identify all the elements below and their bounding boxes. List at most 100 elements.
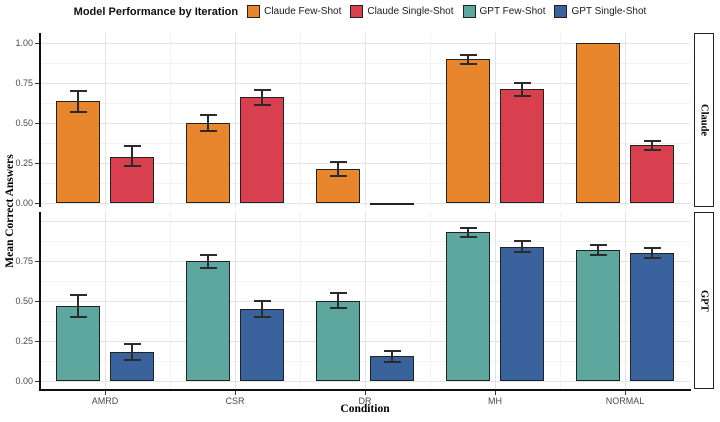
bar-claude-few-shot-normal xyxy=(576,43,620,203)
y-tick-label: 0.25 xyxy=(15,335,33,346)
error-bar-gpt-single-shot-csr-cap-bottom xyxy=(253,316,271,318)
tick-mark xyxy=(35,43,39,44)
error-bar-gpt-single-shot-mh-cap-bottom xyxy=(513,251,531,254)
facet-strip-claude: Claude xyxy=(694,33,714,207)
error-bar-gpt-few-shot-amrd-cap-top xyxy=(69,293,87,296)
error-bar-claude-single-shot-csr-cap-top xyxy=(253,89,271,92)
legend-item-gpt-single-shot: GPT Single-Shot xyxy=(554,5,646,18)
gridline xyxy=(235,33,236,207)
bar-claude-few-shot-csr xyxy=(186,123,230,203)
error-bar-gpt-few-shot-dr xyxy=(337,293,339,309)
legend-item-claude-few-shot: Claude Few-Shot xyxy=(247,5,341,18)
error-bar-claude-single-shot-mh xyxy=(521,83,523,96)
bar-claude-single-shot-mh xyxy=(500,89,544,203)
gridline xyxy=(235,212,236,389)
error-bar-gpt-single-shot-normal xyxy=(651,248,653,258)
bar-gpt-few-shot-mh xyxy=(446,232,490,381)
gridline xyxy=(170,33,171,207)
gridline xyxy=(170,212,171,389)
error-bar-gpt-few-shot-normal xyxy=(597,245,599,255)
bar-gpt-few-shot-normal xyxy=(576,249,620,381)
gridline xyxy=(300,33,301,207)
error-bar-claude-single-shot-mh-cap-top xyxy=(513,82,531,84)
bar-claude-single-shot-csr xyxy=(240,97,284,203)
tick-mark xyxy=(35,341,39,342)
error-bar-gpt-few-shot-csr-cap-top xyxy=(199,253,217,256)
y-tick-label: 0.50 xyxy=(15,295,33,306)
error-bar-gpt-single-shot-normal-cap-top xyxy=(643,247,661,250)
tick-mark xyxy=(35,381,39,382)
error-bar-claude-few-shot-mh-cap-bottom xyxy=(459,62,477,65)
error-bar-gpt-single-shot-dr-cap-bottom xyxy=(383,360,401,363)
legend-item-gpt-few-shot: GPT Few-Shot xyxy=(462,5,545,18)
bar-gpt-single-shot-normal xyxy=(630,253,674,381)
gridline xyxy=(495,33,496,207)
bar-claude-few-shot-mh xyxy=(446,59,490,203)
bar-gpt-few-shot-csr xyxy=(186,261,230,381)
gridline xyxy=(300,212,301,389)
error-bar-claude-single-shot-normal-cap-top xyxy=(643,139,661,142)
gridline xyxy=(105,212,106,389)
panel-claude xyxy=(39,33,690,207)
error-bar-gpt-few-shot-csr xyxy=(207,254,209,269)
y-tick-label: 0.25 xyxy=(15,157,33,168)
x-tick-label-mh: MH xyxy=(488,396,502,406)
gridline xyxy=(105,33,106,207)
error-bar-claude-single-shot-normal xyxy=(651,140,653,151)
y-tick-label: 0.00 xyxy=(15,197,33,208)
error-bar-gpt-single-shot-dr xyxy=(391,350,393,362)
tick-mark xyxy=(365,391,366,395)
legend-swatch-gpt-single-shot xyxy=(554,5,568,18)
y-axis-line xyxy=(39,33,41,207)
legend-title: Model Performance by Iteration xyxy=(73,5,239,18)
error-bar-claude-few-shot-csr-cap-top xyxy=(199,114,217,116)
x-axis-line xyxy=(39,389,691,391)
tick-mark xyxy=(35,123,39,124)
error-bar-gpt-few-shot-csr-cap-bottom xyxy=(199,267,217,270)
x-tick-label-csr: CSR xyxy=(225,396,245,406)
tick-mark xyxy=(105,391,106,395)
gridline xyxy=(495,212,496,389)
error-bar-claude-few-shot-amrd xyxy=(77,91,79,112)
error-bar-gpt-single-shot-amrd-cap-top xyxy=(123,343,141,346)
tick-mark xyxy=(35,203,39,204)
panel-gpt xyxy=(39,212,690,389)
error-bar-gpt-single-shot-mh-cap-top xyxy=(513,240,531,242)
bar-gpt-single-shot-csr xyxy=(240,309,284,381)
y-tick-label: 0.50 xyxy=(15,117,33,128)
error-bar-gpt-few-shot-normal-cap-top xyxy=(589,244,607,246)
bar-claude-single-shot-normal xyxy=(630,145,674,203)
error-bar-claude-few-shot-csr-cap-bottom xyxy=(199,130,217,132)
error-bar-gpt-few-shot-normal-cap-bottom xyxy=(589,253,607,256)
bar-gpt-few-shot-dr xyxy=(316,301,360,381)
x-axis-title: Condition xyxy=(340,403,390,415)
x-tick-label-dr: DR xyxy=(358,396,372,406)
error-bar-claude-few-shot-amrd-cap-top xyxy=(69,90,87,92)
error-bar-claude-single-shot-csr xyxy=(261,90,263,106)
legend: Model Performance by Iteration Claude Fe… xyxy=(0,5,720,18)
error-bar-claude-few-shot-mh-cap-top xyxy=(459,54,477,56)
tick-mark xyxy=(35,301,39,302)
legend-label: Claude Few-Shot xyxy=(264,6,342,17)
error-bar-claude-single-shot-csr-cap-bottom xyxy=(253,104,271,107)
x-tick-label-amrd: AMRD xyxy=(91,396,119,406)
error-bar-gpt-few-shot-amrd xyxy=(77,294,79,317)
tick-mark xyxy=(35,83,39,84)
error-bar-claude-single-shot-amrd-cap-bottom xyxy=(123,165,141,168)
gridline xyxy=(560,212,561,389)
error-bar-gpt-single-shot-mh xyxy=(521,241,523,253)
x-tick-label-normal: NORMAL xyxy=(605,396,645,406)
error-bar-claude-single-shot-normal-cap-bottom xyxy=(643,149,661,152)
error-bar-gpt-few-shot-dr-cap-bottom xyxy=(329,307,347,310)
error-bar-claude-single-shot-mh-cap-bottom xyxy=(513,94,531,97)
gridline xyxy=(365,33,366,207)
error-bar-gpt-single-shot-normal-cap-bottom xyxy=(643,256,661,259)
bar-claude-few-shot-amrd xyxy=(56,100,100,203)
tick-mark xyxy=(235,391,236,395)
error-bar-claude-few-shot-dr-cap-top xyxy=(329,161,347,164)
gridline xyxy=(625,212,626,389)
legend-swatch-claude-few-shot xyxy=(247,5,261,18)
tick-mark xyxy=(35,261,39,262)
error-bar-claude-few-shot-csr xyxy=(207,115,209,131)
